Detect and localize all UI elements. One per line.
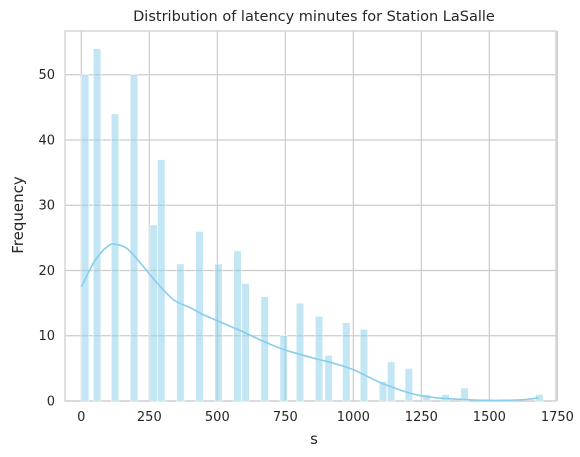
plot-frame (64, 30, 557, 402)
grid-lines (64, 30, 558, 402)
x-tick-labels: 0 250 500 750 1000 1250 1500 1750 (77, 410, 574, 425)
histogram-bar (92, 48, 102, 402)
y-tick-label: 30 (38, 199, 55, 214)
histogram-bar (342, 322, 351, 402)
y-tick-label: 20 (38, 264, 55, 279)
histogram-bar (260, 296, 269, 402)
histogram-bar (387, 361, 396, 402)
histogram-bar (149, 224, 158, 402)
y-tick-label: 0 (47, 395, 55, 410)
x-tick-label: 250 (137, 410, 162, 425)
x-axis-label: s (310, 430, 318, 448)
histogram-bar (81, 74, 90, 402)
kde-curve (80, 243, 539, 402)
histogram-bar (404, 368, 413, 402)
histogram-bar (233, 250, 242, 402)
x-tick-label: 500 (205, 410, 230, 425)
y-tick-labels: 0 10 20 30 40 50 (38, 68, 55, 409)
y-axis-label: Frequency (9, 176, 27, 254)
kde-curve-group (80, 243, 539, 402)
histogram-bars (81, 48, 544, 402)
histogram-bar (279, 335, 288, 402)
x-tick-label: 1250 (405, 410, 438, 425)
histogram-bar (214, 263, 223, 402)
y-tick-label: 50 (38, 68, 55, 83)
histogram-bar (359, 328, 369, 402)
histogram-bar (378, 381, 388, 402)
x-tick-label: 1750 (541, 410, 574, 425)
histogram-bar (176, 263, 185, 402)
x-tick-label: 750 (273, 410, 298, 425)
histogram-bar (129, 74, 139, 402)
x-tick-label: 1000 (337, 410, 370, 425)
histogram-bar (157, 159, 166, 402)
histogram-bar (110, 113, 120, 402)
histogram-bar (460, 387, 469, 402)
chart-title: Distribution of latency minutes for Stat… (133, 9, 495, 25)
y-tick-label: 10 (38, 329, 55, 344)
histogram-bar (195, 231, 204, 402)
histogram-bar (295, 302, 305, 402)
x-tick-label: 0 (77, 410, 85, 425)
x-tick-label: 1500 (473, 410, 506, 425)
histogram-bar (324, 355, 333, 402)
y-tick-label: 40 (38, 133, 55, 148)
histogram-bar (241, 283, 250, 402)
